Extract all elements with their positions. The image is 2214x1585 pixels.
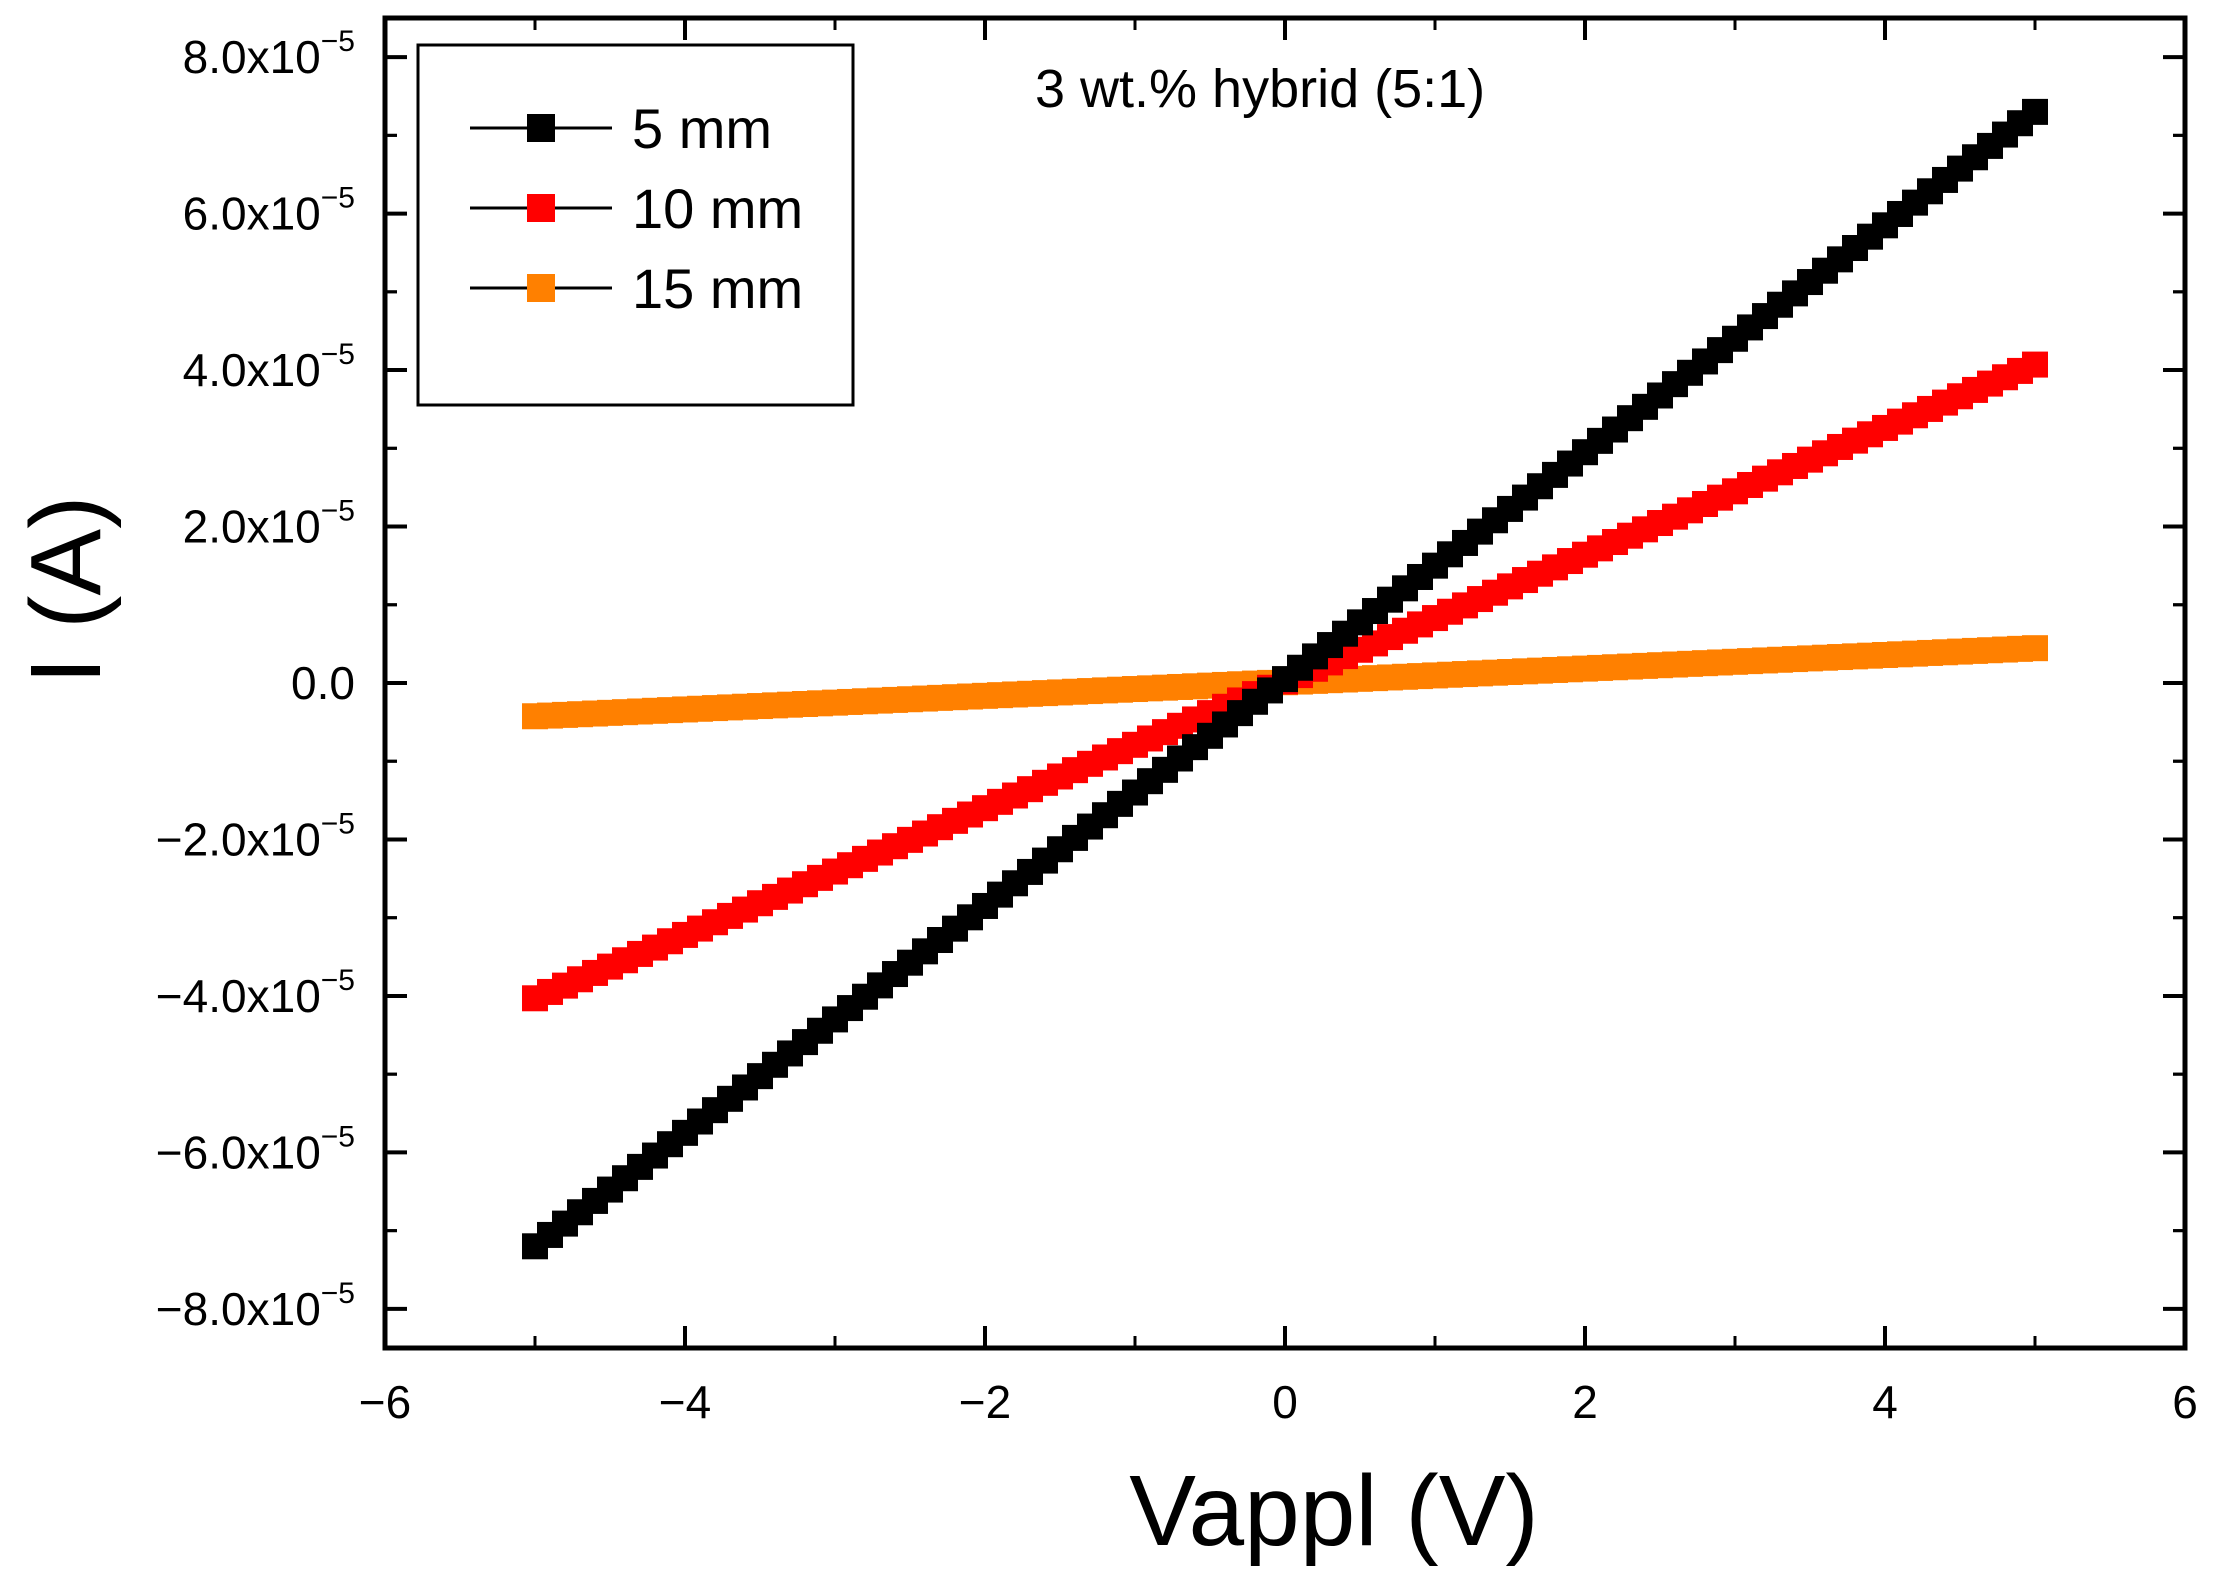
y-tick-label: 2.0x10−5: [183, 495, 355, 553]
y-tick-label: −4.0x10−5: [156, 964, 355, 1022]
legend: 5 mm 10 mm 15 mm: [416, 43, 855, 407]
legend-label: 10 mm: [632, 177, 803, 240]
series-10-mm: [522, 351, 2048, 1012]
legend-label: 15 mm: [632, 257, 803, 320]
x-tick-label: −6: [359, 1376, 411, 1428]
x-tick-label: −4: [659, 1376, 711, 1428]
legend-marker: [527, 274, 555, 302]
x-tick-label: 4: [1872, 1376, 1898, 1428]
y-tick-label: −6.0x10−5: [156, 1120, 355, 1178]
y-tick-label: 0.0: [291, 657, 355, 709]
series-5-mm: [522, 98, 2048, 1260]
y-tick-label: 8.0x10−5: [183, 25, 355, 83]
legend-label: 5 mm: [632, 97, 772, 160]
x-tick-label: 0: [1272, 1376, 1298, 1428]
data-point: [2022, 98, 2048, 125]
annotation-text: 3 wt.% hybrid (5:1): [1035, 59, 1485, 119]
y-tick-label: 6.0x10−5: [183, 182, 355, 240]
axis-ticks: [383, 18, 2187, 1348]
y-tick-label: −8.0x10−5: [156, 1277, 355, 1335]
tick-labels: −6 −4 −2 0 2 4 6 −8.0x10−5 −6.0x10−5 −4.0x10−5 −2.…: [156, 25, 2198, 1428]
x-tick-label: 2: [1572, 1376, 1598, 1428]
x-axis-title: Vappl (V): [1129, 1455, 1538, 1567]
y-axis-title: I (A): [10, 496, 122, 685]
data-point: [2022, 635, 2048, 662]
legend-marker: [527, 194, 555, 222]
x-tick-label: −2: [959, 1376, 1011, 1428]
x-tick-label: 6: [2172, 1376, 2198, 1428]
legend-box: [416, 43, 855, 407]
legend-marker: [527, 114, 555, 142]
data-point: [2022, 351, 2048, 378]
series-15-mm: [522, 635, 2048, 730]
y-tick-label: 4.0x10−5: [183, 338, 355, 396]
y-tick-label: −2.0x10−5: [156, 807, 355, 865]
series-layer: [522, 98, 2048, 1260]
